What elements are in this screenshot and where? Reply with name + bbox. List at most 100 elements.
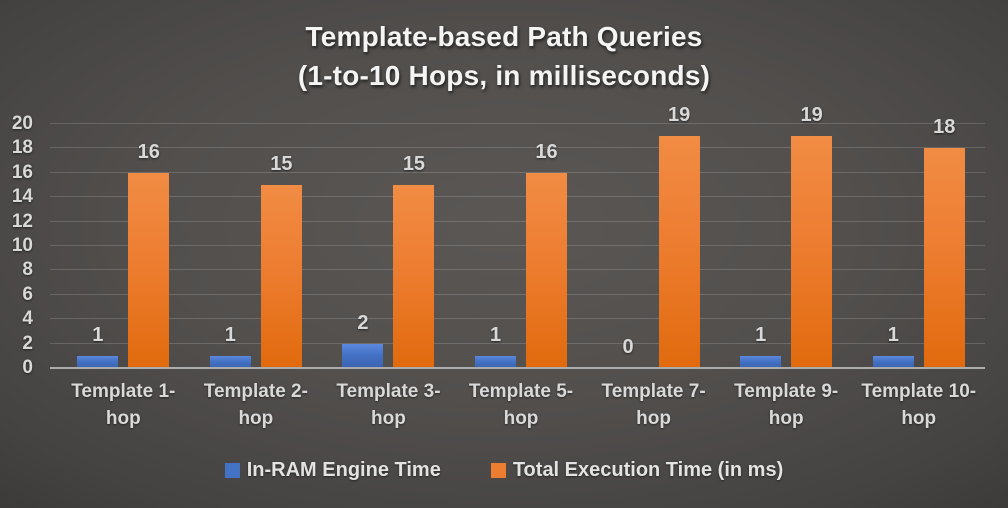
x-axis-category-label: Template 10-hop: [852, 378, 985, 432]
bar-group: 1 16: [455, 124, 588, 368]
bar-slot: 1: [740, 124, 782, 368]
bar-total-execution-time: [658, 136, 700, 368]
bar-value-label: 1: [224, 323, 236, 346]
bar-slot: 18: [923, 116, 965, 368]
gridline: [50, 220, 985, 222]
bar-slot: 19: [791, 104, 833, 368]
y-axis-tick-label: 0: [22, 357, 33, 378]
gridline: [50, 245, 985, 246]
x-axis-category-label: Template 3-hop: [322, 378, 455, 432]
bar-value-label: 1: [887, 323, 899, 346]
bar-value-label: 18: [933, 116, 956, 139]
bar-value-label: 19: [800, 104, 823, 127]
bar-total-execution-time: [393, 185, 435, 368]
bar-pair: 0 19: [587, 104, 720, 368]
x-axis-category-text: Template 5-hop: [468, 381, 574, 429]
legend-item: Total Execution Time (in ms): [490, 458, 784, 482]
gridline: [50, 318, 985, 320]
y-axis-tick-label: 14: [11, 186, 33, 208]
x-axis-line: [50, 367, 985, 369]
y-axis-labels: 0 2 4 6 8 10 12 14 16 18 20: [0, 113, 40, 378]
gridline: [50, 293, 985, 295]
y-axis-tick-label: 16: [11, 161, 33, 183]
bar-group: 2 15: [322, 124, 455, 368]
bar-group: 1 18: [852, 116, 985, 368]
bar-value-label: 2: [357, 311, 369, 334]
bar-value-label: 15: [402, 153, 426, 175]
x-axis-category-text: Template 10-hop: [861, 381, 977, 429]
bar-group: 1 15: [190, 124, 323, 368]
bar-value-label: 16: [535, 140, 558, 163]
bar-total-execution-time: [260, 185, 302, 368]
y-axis-tick-label: 4: [22, 308, 33, 330]
bar-value-label: 19: [667, 104, 691, 127]
x-axis-category-text: Template 9-hop: [734, 381, 839, 429]
legend-swatch-orange: [490, 462, 506, 478]
bar-slot: 0: [608, 124, 649, 368]
bar-value-label: 1: [755, 323, 767, 346]
bar-in-ram-engine-time: [209, 355, 251, 368]
bar-slot: 16: [526, 124, 568, 368]
bar-value-label: 0: [622, 336, 634, 358]
bar-group: 0 19: [587, 104, 720, 368]
gridline: [50, 269, 985, 271]
bar-in-ram-engine-time: [475, 355, 517, 368]
bar-total-execution-time: [526, 172, 568, 368]
bar-groups: 1 16 1 15 2 15 1 16 0 19 1 19 1 18: [57, 104, 985, 368]
chart-title: Template-based Path Queries (1-to-10 Hop…: [0, 17, 1008, 95]
gridline: [50, 196, 985, 198]
bar-in-ram-engine-time: [342, 343, 384, 368]
y-axis-tick-label: 8: [22, 259, 33, 281]
bar-value-label: 1: [92, 323, 104, 346]
y-axis-tick-label: 6: [22, 283, 33, 305]
legend-label: In-RAM Engine Time: [246, 458, 441, 481]
y-axis-tick-label: 10: [11, 235, 33, 256]
bar-slot: 1: [872, 124, 914, 368]
legend-label: Total Execution Time (in ms): [512, 458, 784, 481]
x-axis-category-label: Template 1-hop: [57, 378, 190, 432]
bar-pair: 1 19: [720, 104, 853, 368]
bar-value-label: 16: [137, 140, 160, 163]
legend: In-RAM Engine Time Total Execution Time (…: [0, 455, 1008, 485]
bar-slot: 16: [128, 124, 170, 368]
bar-group: 1 16: [57, 124, 190, 368]
y-axis-tick-label: 2: [22, 332, 33, 354]
bar-slot: 1: [475, 124, 517, 368]
bar-slot: 1: [209, 124, 251, 368]
gridlines: [50, 123, 985, 368]
bar-slot: 15: [260, 124, 302, 368]
bar-pair: 1 18: [852, 116, 985, 368]
x-axis-category-label: Template 9-hop: [720, 378, 853, 432]
y-axis-tick-label: 12: [11, 210, 33, 232]
bar-pair: 1 15: [190, 124, 323, 368]
x-axis-category-text: Template 3-hop: [336, 381, 441, 429]
x-axis-category-label: Template 2-hop: [190, 378, 323, 432]
bar-total-execution-time: [791, 136, 833, 368]
chart-title-line1: Template-based Path Queries: [305, 21, 703, 52]
y-axis-tick-label: 20: [11, 113, 33, 134]
bar-in-ram-engine-time: [740, 355, 782, 368]
gridline: [50, 147, 985, 149]
bar-slot: 15: [393, 124, 435, 368]
bar-slot: 19: [658, 104, 700, 368]
legend-swatch-blue: [224, 462, 240, 478]
bar-pair: 2 15: [322, 124, 455, 368]
bar-in-ram-engine-time: [872, 355, 914, 368]
bar-pair: 1 16: [455, 124, 588, 368]
bar-slot: 2: [342, 124, 384, 368]
gridline: [50, 342, 985, 344]
bar-group: 1 19: [720, 104, 853, 368]
y-axis-tick-label: 18: [11, 137, 33, 159]
bar-in-ram-engine-time: [77, 355, 119, 368]
bar-total-execution-time: [923, 148, 965, 368]
bar-total-execution-time: [128, 172, 170, 368]
plot-area: 1 16 1 15 2 15 1 16 0 19 1 19 1 18: [50, 104, 985, 369]
x-axis-labels: Template 1-hop Template 2-hop Template 3-h…: [57, 378, 985, 432]
bar-value-label: 15: [270, 153, 293, 175]
x-axis-category-text: Template 7-hop: [601, 381, 706, 429]
gridline: [50, 123, 985, 124]
x-axis-category-label: Template 5-hop: [455, 378, 588, 432]
bar-pair: 1 16: [57, 124, 190, 368]
bar-slot: 1: [77, 124, 119, 368]
